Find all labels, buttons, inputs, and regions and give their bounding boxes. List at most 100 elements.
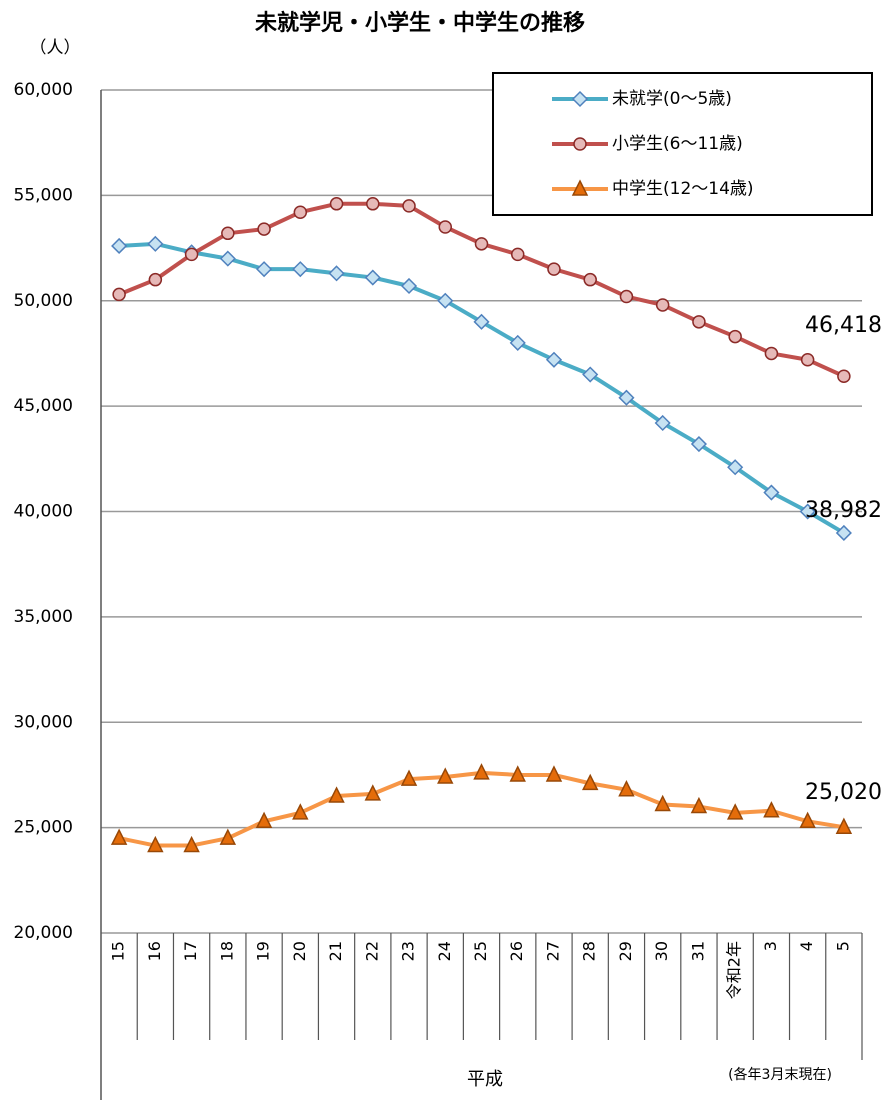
marker	[837, 369, 851, 383]
marker	[582, 773, 599, 791]
y-tick-label: 20,000	[14, 923, 73, 943]
marker	[654, 414, 671, 432]
marker	[690, 796, 708, 814]
marker	[292, 261, 309, 278]
x-tick-label: 令和2年	[725, 941, 744, 999]
marker	[655, 298, 670, 312]
marker	[545, 351, 563, 368]
x-tick-label: 28	[580, 941, 599, 961]
marker	[255, 811, 273, 829]
legend: 未就学(0～5歳) 小学生(6～11歳) 中学生(12～14歳)	[492, 72, 873, 216]
marker	[402, 199, 416, 213]
marker	[690, 435, 707, 453]
marker	[764, 346, 779, 361]
y-tick-label: 35,000	[14, 607, 73, 627]
marker	[328, 265, 345, 282]
legend-label: 小学生(6～11歳)	[612, 134, 743, 154]
marker	[329, 197, 344, 211]
marker	[400, 277, 418, 295]
y-tick-label: 30,000	[14, 712, 73, 732]
marker	[800, 353, 815, 367]
y-tick-label: 60,000	[14, 80, 73, 100]
data-label: 46,418	[805, 313, 882, 338]
data-label: 38,982	[805, 498, 882, 523]
marker	[582, 366, 599, 383]
x-tick-label: 23	[399, 941, 418, 961]
marker	[437, 292, 454, 309]
x-tick-label: 31	[688, 941, 707, 961]
marker	[545, 765, 563, 782]
marker	[474, 237, 489, 251]
marker	[618, 389, 635, 406]
marker	[366, 197, 380, 211]
x-tick-label: 19	[254, 941, 273, 961]
marker	[256, 261, 273, 278]
x-axis-label: 平成	[467, 1069, 503, 1090]
marker	[618, 780, 635, 797]
marker	[727, 459, 744, 476]
marker	[799, 811, 816, 829]
marker	[293, 205, 308, 219]
x-tick-label: 4	[797, 941, 816, 951]
marker	[364, 784, 381, 801]
marker	[654, 794, 671, 812]
y-tick-label: 40,000	[14, 502, 73, 522]
marker	[473, 763, 490, 780]
x-tick-label: 21	[326, 941, 345, 961]
marker	[219, 250, 236, 267]
marker	[183, 835, 200, 853]
marker	[148, 272, 163, 287]
marker	[509, 334, 526, 351]
marker	[438, 220, 453, 234]
marker	[219, 828, 237, 845]
marker	[221, 226, 235, 241]
x-tick-label: 3	[761, 941, 780, 951]
y-tick-label: 25,000	[14, 818, 73, 838]
x-tick-label: 30	[652, 941, 671, 961]
note: (各年3月末現在)	[728, 1067, 832, 1083]
marker	[437, 767, 454, 784]
marker	[328, 786, 345, 803]
marker	[110, 828, 128, 845]
marker	[147, 235, 164, 252]
marker	[619, 289, 634, 304]
x-tick-label: 16	[145, 941, 164, 961]
x-tick-label: 18	[217, 941, 236, 961]
x-tick-label: 20	[290, 941, 309, 961]
marker	[292, 803, 309, 820]
chart-title: 未就学児・小学生・中学生の推移	[255, 10, 585, 36]
x-tick-label: 29	[616, 941, 635, 961]
marker	[147, 835, 164, 853]
legend-marker	[571, 90, 589, 108]
legend-label: 未就学(0～5歳)	[612, 89, 732, 109]
marker	[835, 817, 853, 834]
x-tick-label: 22	[362, 941, 381, 961]
x-tick-label: 27	[543, 941, 562, 961]
marker	[835, 524, 852, 542]
marker	[763, 484, 780, 501]
x-tick-label: 25	[471, 941, 490, 961]
marker	[473, 313, 490, 330]
legend-marker	[571, 179, 589, 196]
marker	[799, 503, 816, 520]
marker	[763, 801, 780, 818]
series-line	[119, 241, 845, 535]
marker	[547, 262, 561, 276]
x-tick-label: 17	[181, 941, 200, 961]
marker	[111, 237, 128, 255]
marker	[257, 222, 271, 236]
y-unit: （人）	[30, 38, 81, 58]
marker	[510, 247, 525, 262]
y-tick-label: 45,000	[14, 396, 73, 416]
data-label: 25,020	[805, 780, 882, 805]
x-tick-label: 15	[109, 941, 128, 961]
x-tick-label: 26	[507, 941, 526, 961]
legend-marker	[573, 137, 587, 151]
marker	[400, 769, 418, 786]
legend-label: 中学生(12～14歳)	[612, 179, 754, 199]
marker	[726, 803, 744, 820]
marker	[583, 272, 597, 287]
marker	[184, 247, 199, 262]
